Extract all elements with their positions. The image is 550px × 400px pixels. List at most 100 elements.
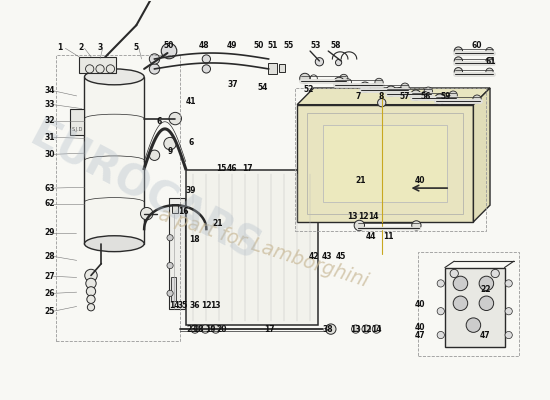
Text: 6: 6	[156, 117, 161, 126]
Bar	[445, 268, 504, 347]
Text: 59: 59	[441, 92, 451, 101]
Ellipse shape	[434, 94, 445, 104]
Ellipse shape	[202, 55, 211, 63]
Ellipse shape	[437, 332, 444, 339]
Ellipse shape	[401, 83, 409, 91]
Text: 51: 51	[267, 41, 278, 50]
Text: 25: 25	[45, 307, 55, 316]
Ellipse shape	[85, 69, 144, 85]
Text: 47: 47	[415, 331, 425, 340]
Ellipse shape	[336, 60, 342, 66]
Text: 50: 50	[253, 41, 263, 50]
Ellipse shape	[479, 296, 494, 310]
Ellipse shape	[149, 54, 160, 64]
Bar	[307, 113, 463, 214]
Text: 21: 21	[212, 219, 223, 228]
Bar	[418, 252, 519, 356]
Ellipse shape	[386, 86, 396, 96]
Text: 40: 40	[415, 300, 425, 308]
Bar	[56, 55, 180, 341]
Ellipse shape	[315, 58, 323, 66]
Text: 14: 14	[368, 212, 378, 221]
Bar	[323, 124, 448, 202]
Ellipse shape	[164, 137, 177, 150]
Text: 40: 40	[415, 176, 425, 186]
Bar	[70, 110, 85, 135]
Ellipse shape	[96, 65, 104, 73]
Ellipse shape	[454, 57, 463, 65]
Text: 37: 37	[228, 80, 239, 89]
Ellipse shape	[85, 269, 97, 282]
Text: 17: 17	[243, 164, 253, 173]
Text: 12: 12	[361, 324, 371, 334]
Ellipse shape	[453, 276, 468, 291]
Ellipse shape	[212, 325, 220, 333]
Ellipse shape	[167, 235, 173, 241]
Text: 29: 29	[45, 228, 55, 237]
Text: 11: 11	[384, 232, 394, 241]
Text: 26: 26	[45, 289, 55, 298]
Ellipse shape	[360, 82, 370, 92]
Text: 18: 18	[193, 324, 204, 334]
Ellipse shape	[473, 95, 481, 103]
Text: 34: 34	[45, 86, 55, 95]
Text: 14: 14	[169, 301, 179, 310]
Ellipse shape	[505, 280, 512, 287]
Text: 61: 61	[485, 57, 496, 66]
Text: 19: 19	[205, 324, 216, 334]
Text: 56: 56	[420, 92, 431, 101]
Text: 52: 52	[304, 85, 314, 94]
Text: 55: 55	[283, 41, 293, 50]
Ellipse shape	[167, 262, 173, 269]
Text: 38: 38	[323, 324, 333, 334]
Text: 32: 32	[45, 116, 55, 125]
Text: 28: 28	[45, 252, 55, 261]
Bar	[172, 204, 178, 213]
Ellipse shape	[85, 236, 144, 252]
Ellipse shape	[149, 64, 160, 74]
Bar	[294, 88, 486, 231]
Text: 31: 31	[45, 133, 55, 142]
Text: 33: 33	[45, 100, 55, 109]
Ellipse shape	[106, 65, 114, 73]
Bar	[85, 77, 144, 244]
Text: 16: 16	[178, 208, 188, 216]
Bar	[185, 170, 318, 325]
Text: 12: 12	[201, 301, 212, 310]
Text: 45: 45	[336, 252, 346, 261]
Ellipse shape	[334, 77, 344, 88]
Bar	[267, 62, 277, 74]
Text: 50: 50	[164, 41, 174, 50]
Ellipse shape	[486, 68, 493, 75]
Ellipse shape	[486, 57, 493, 64]
Text: 1: 1	[58, 42, 63, 52]
Ellipse shape	[86, 287, 96, 296]
Text: 30: 30	[45, 150, 55, 159]
Text: 39: 39	[185, 186, 196, 194]
Text: 27: 27	[45, 272, 55, 281]
Text: 44: 44	[366, 232, 377, 241]
Text: 23: 23	[186, 324, 197, 334]
Ellipse shape	[340, 74, 348, 82]
Text: 57: 57	[399, 92, 410, 101]
Ellipse shape	[362, 325, 370, 333]
Text: 20: 20	[217, 324, 227, 334]
Ellipse shape	[140, 208, 153, 220]
Text: 9: 9	[167, 147, 173, 156]
Bar	[279, 64, 285, 72]
Ellipse shape	[437, 280, 444, 287]
Text: a part for Lamborghini: a part for Lamborghini	[156, 205, 371, 291]
Text: 3: 3	[97, 42, 103, 52]
Text: 13: 13	[350, 324, 361, 334]
Text: 41: 41	[185, 97, 196, 106]
Text: 42: 42	[309, 252, 320, 261]
Ellipse shape	[378, 98, 386, 107]
Ellipse shape	[202, 65, 211, 73]
Text: 13: 13	[348, 212, 358, 221]
Text: 13: 13	[211, 301, 221, 310]
Ellipse shape	[300, 73, 310, 84]
Ellipse shape	[86, 65, 94, 73]
Bar	[171, 278, 177, 301]
Text: 48: 48	[199, 41, 209, 50]
Ellipse shape	[437, 308, 444, 315]
